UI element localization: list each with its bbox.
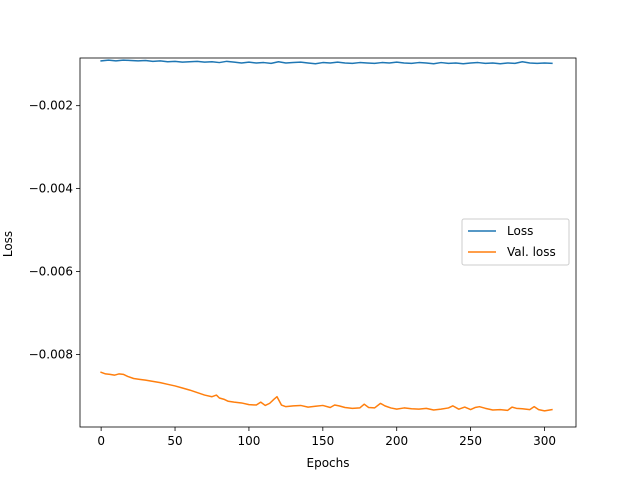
series-line-loss [100, 59, 553, 65]
x-tick-label: 250 [459, 434, 482, 448]
legend-label: Val. loss [507, 245, 556, 259]
x-tick-label: 300 [533, 434, 556, 448]
x-tick-label: 50 [167, 434, 182, 448]
y-tick-label: −0.008 [29, 347, 73, 361]
y-tick-label: −0.004 [29, 182, 73, 196]
x-tick-label: 150 [311, 434, 334, 448]
x-tick-label: 0 [97, 434, 105, 448]
x-tick-label: 200 [385, 434, 408, 448]
series-layer [100, 59, 553, 412]
series-line-val-loss [100, 371, 553, 412]
x-axis-label: Epochs [307, 456, 350, 470]
axes-layer: 0 50 100 150 200 250 300 −0.002 −0.004 −0.006 −0.0… [29, 57, 577, 448]
y-axis-label: Loss [1, 231, 15, 257]
legend-label: Loss [507, 224, 533, 238]
legend: Loss Val. loss [461, 218, 570, 266]
x-tick-label: 100 [237, 434, 260, 448]
y-tick-label: −0.002 [29, 99, 73, 113]
plot-frame [79, 57, 577, 428]
y-tick-label: −0.006 [29, 265, 73, 279]
